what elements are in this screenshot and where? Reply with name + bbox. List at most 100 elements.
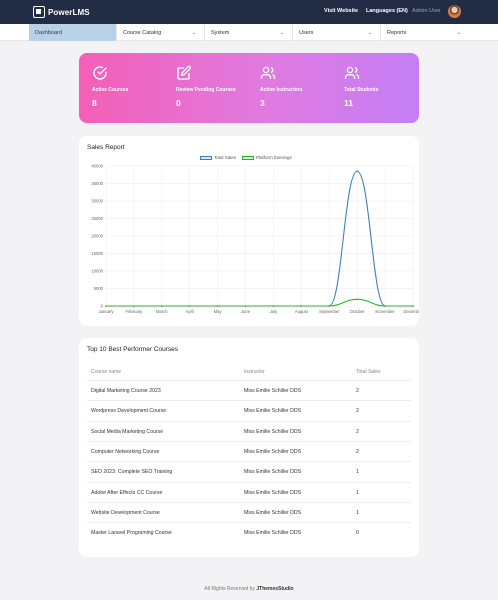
logo[interactable]: PowerLMS [33,6,90,18]
instructor-cell: Miss Emilie Schiller DDS [244,509,302,516]
sales-report-card: Sales Report Total Sales Platform Earnin… [79,136,419,326]
data-point [216,305,219,307]
x-tick-label: July [270,309,278,314]
edit-icon [177,65,192,80]
series-line [106,298,413,307]
instructor-cell: Miss Emilie Schiller DDS [244,408,302,415]
total-sales-cell: 0 [356,530,359,537]
avatar[interactable] [448,5,461,18]
sales-report-title: Sales Report [87,144,125,151]
course-name-cell: Wordpress Development Course [91,408,167,415]
instructor-cell: Miss Emilie Schiller DDS [244,388,302,394]
x-tick-label: November [375,309,395,314]
menu-item-label: Dashboard [35,30,62,36]
total-sales-cell: 2 [356,448,359,455]
x-tick-label: December [403,309,419,314]
x-tick-label: June [241,309,251,314]
user-name[interactable]: Admin User [412,8,441,14]
stat-value: 0 [176,98,181,108]
legend-swatch [242,155,255,160]
data-point [244,305,247,307]
instructor-cell: Miss Emilie Schiller DDS [244,448,302,455]
menu-item-reports[interactable]: Reports ⌄ [381,24,469,41]
menu-item-label: Users [299,30,314,36]
instructor-cell: Miss Emilie Schiller DDS [244,469,302,476]
data-point [412,305,414,307]
x-tick-label: January [99,309,115,314]
column-header: Total Sales [356,369,381,375]
course-name-cell: Computer Networking Course [91,448,160,455]
stat-active-instructors[interactable]: Active Instructors 3 [247,53,327,123]
total-sales-cell: 2 [356,428,359,435]
data-point [272,305,275,307]
chart-legend: Total Sales Platform Earnings [200,155,298,160]
data-point [188,305,191,307]
total-sales-cell: 1 [356,489,359,496]
stat-label: Total Students [344,87,379,93]
instructor-cell: Miss Emilie Schiller DDS [244,428,302,435]
data-point [328,305,331,307]
table-row[interactable]: Master Laravel Programing Course Miss Emi… [87,522,411,542]
languages-dropdown[interactable]: Languages (EN) [366,8,408,14]
instructor-cell: Miss Emilie Schiller DDS [244,530,302,537]
course-name-cell: Adobe After Effects CC Course [91,489,163,496]
legend-label: Platform Earnings [256,155,292,160]
x-tick-label: October [350,309,366,314]
menu-item-label: Course Catalog [123,30,162,36]
chevron-down-icon: ⌄ [279,30,284,36]
logo-text: PowerLMS [48,7,90,17]
menu-item-users[interactable]: Users ⌄ [293,24,381,41]
column-header: Instructor [244,369,265,375]
y-tick-label: 15000 [91,251,103,256]
data-point [161,305,163,307]
data-point [133,305,135,307]
footer-text: All Rights Reserved by [204,586,255,592]
sales-line-chart: 0 5000 10000 15000 20000 25000 30000 35000 40000… [91,164,419,315]
y-tick-label: 25000 [91,216,103,221]
stat-label: Active Courses [92,87,129,93]
menu-item-label: Reports [387,30,407,36]
footer-brand-link[interactable]: JThemesStudio [256,586,294,592]
course-name-cell: Master Laravel Programing Course [91,530,172,537]
instructor-cell: Miss Emilie Schiller DDS [244,489,302,496]
stat-active-courses[interactable]: Active Courses 8 [79,53,159,123]
table-row[interactable]: Digital Marketing Course 2023 Miss Emilie… [87,380,411,400]
check-circle-icon [93,66,107,80]
data-point [356,170,358,173]
y-tick-label: 20000 [91,234,103,239]
table-row[interactable]: Website Development Course Miss Emilie Sc… [87,501,411,522]
visit-website-link[interactable]: Visit Website [324,8,359,14]
chevron-down-icon: ⌄ [456,30,461,36]
menu-item-dashboard[interactable]: Dashboard [29,24,117,41]
footer: All Rights Reserved by JThemesStudio [0,586,498,592]
x-tick-label: March [156,309,168,314]
legend-item[interactable]: Platform Earnings [242,155,292,160]
y-tick-label: 0 [101,304,104,309]
total-sales-cell: 1 [356,509,359,516]
logo-icon [33,6,45,18]
table-row[interactable]: Social Media Marketing Course Miss Emilie… [87,420,411,441]
menu-item-system[interactable]: System ⌄ [205,24,293,41]
y-tick-label: 5000 [94,286,104,291]
legend-item[interactable]: Total Sales [200,155,236,160]
series-line [106,170,413,307]
stats-card: Active Courses 8 Review Pending Courses … [79,53,419,123]
table-row[interactable]: Wordpress Development Course Miss Emilie … [87,400,411,420]
total-sales-cell: 1 [356,469,359,476]
table-row[interactable]: Adobe After Effects CC Course Miss Emilie… [87,481,411,502]
menu-item-course-catalog[interactable]: Course Catalog ⌄ [117,24,205,41]
top-navbar: PowerLMS Visit Website Languages (EN) Ad… [0,0,498,24]
chevron-down-icon: ⌄ [367,30,372,36]
stat-value: 11 [344,98,353,108]
y-tick-label: 35000 [91,181,103,186]
table-row[interactable]: SEO 2023: Complete SEO Training Miss Emil… [87,461,411,481]
stat-review-pending[interactable]: Review Pending Courses 0 [163,53,243,123]
course-name-cell: Digital Marketing Course 2023 [91,388,161,394]
x-tick-label: May [214,309,223,314]
main-menu: Dashboard Course Catalog ⌄ System ⌄ User… [0,24,498,41]
data-point [300,305,303,307]
x-tick-label: September [319,309,340,314]
stat-total-students[interactable]: Total Students 11 [331,53,411,123]
table-row[interactable]: Computer Networking Course Miss Emilie Sc… [87,440,411,461]
menu-item-label: System [211,30,230,36]
